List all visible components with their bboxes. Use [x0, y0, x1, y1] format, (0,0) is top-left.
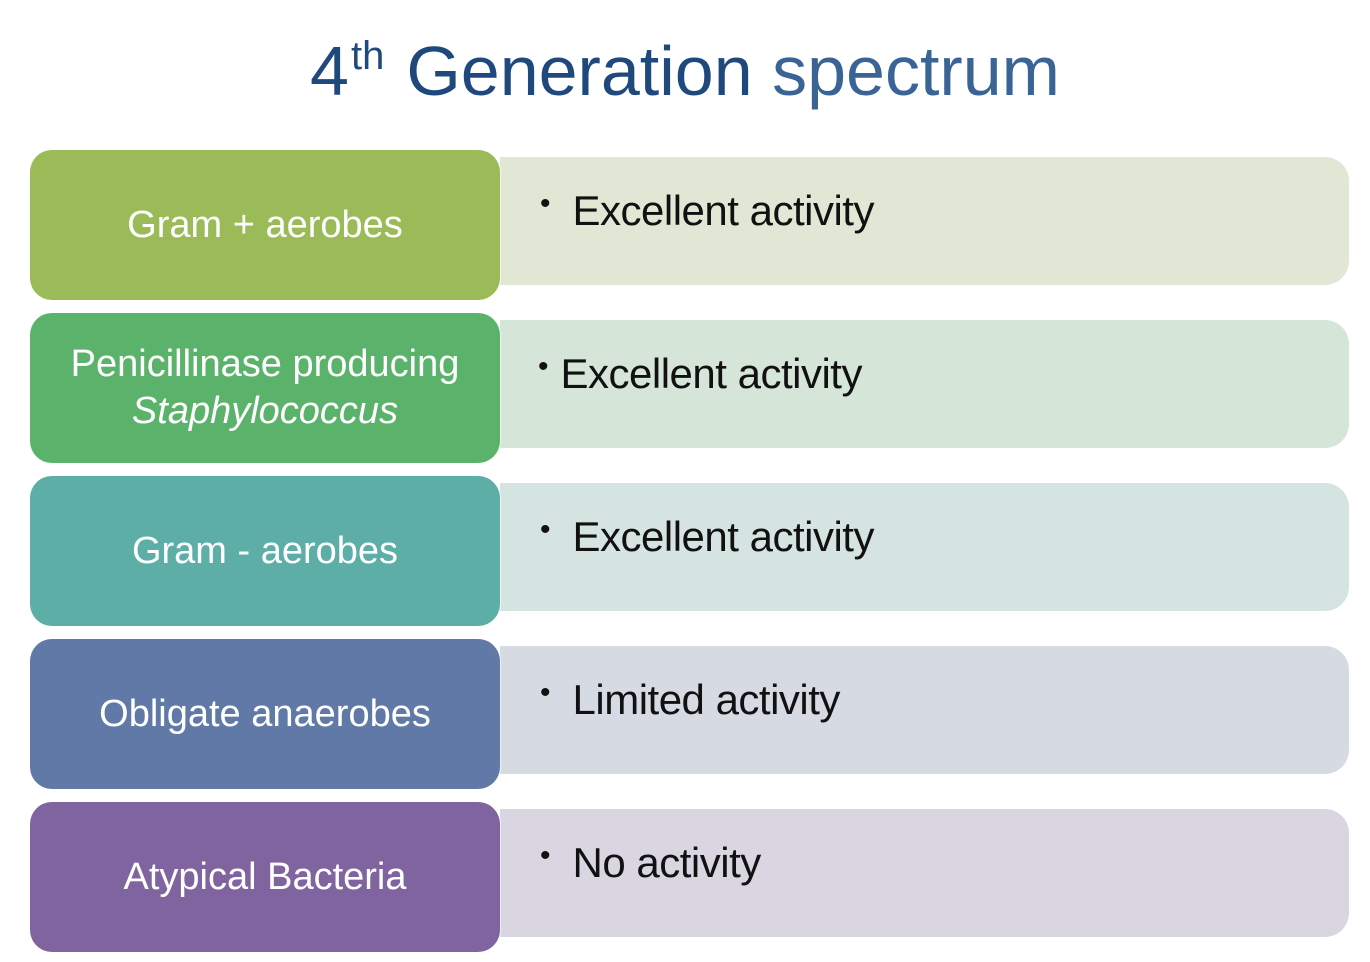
spectrum-row-gram-positive: Gram + aerobes • Excellent activity: [30, 150, 1350, 302]
detail-bullet-item: • Excellent activity: [538, 348, 862, 400]
detail-bullet-item: • Excellent activity: [540, 185, 874, 237]
row-detail-box: • Excellent activity: [500, 320, 1349, 448]
spectrum-row-obligate-anaerobes: Obligate anaerobes • Limited activity: [30, 639, 1350, 791]
detail-text: No activity: [572, 839, 762, 886]
spectrum-row-penicillinase-staph: Penicillinase producing Staphylococcus •…: [30, 313, 1350, 465]
row-label-box: Obligate anaerobes: [30, 639, 500, 789]
detail-bullet-item: • Limited activity: [540, 674, 840, 726]
detail-text: Excellent activity: [560, 350, 863, 397]
row-label-box: Gram - aerobes: [30, 476, 500, 626]
row-detail-box: • Excellent activity: [500, 483, 1349, 611]
row-label-box: Gram + aerobes: [30, 150, 500, 300]
title-number: 4: [310, 32, 349, 110]
bullet-icon: •: [538, 350, 549, 383]
row-label-box: Penicillinase producing Staphylococcus: [30, 313, 500, 463]
row-detail-box: • No activity: [500, 809, 1349, 937]
title-word-spectrum: spectrum: [772, 32, 1060, 110]
title-word-generation: Generation: [406, 32, 753, 110]
row-detail-box: • Limited activity: [500, 646, 1349, 774]
detail-text: Limited activity: [572, 676, 841, 723]
row-label: Gram - aerobes: [131, 529, 399, 572]
slide-title: 4th Generation spectrum: [0, 14, 1370, 113]
row-label-box: Atypical Bacteria: [30, 802, 500, 952]
row-detail-box: • Excellent activity: [500, 157, 1349, 285]
spectrum-row-gram-negative: Gram - aerobes • Excellent activity: [30, 476, 1350, 628]
spectrum-row-atypical-bacteria: Atypical Bacteria • No activity: [30, 802, 1350, 954]
row-label: Obligate anaerobes: [99, 692, 431, 735]
bullet-icon: •: [540, 187, 551, 220]
bullet-icon: •: [540, 676, 551, 709]
row-label: Penicillinase producing: [70, 343, 460, 385]
detail-bullet-item: • Excellent activity: [540, 511, 874, 563]
row-label: Gram + aerobes: [127, 203, 403, 246]
detail-bullet-item: • No activity: [540, 837, 761, 889]
detail-text: Excellent activity: [572, 513, 875, 560]
bullet-icon: •: [540, 513, 551, 546]
bullet-icon: •: [540, 839, 551, 872]
row-label: Atypical Bacteria: [123, 855, 407, 898]
title-superscript: th: [350, 34, 385, 78]
detail-text: Excellent activity: [572, 187, 875, 234]
row-label-italic: Staphylococcus: [131, 390, 399, 432]
